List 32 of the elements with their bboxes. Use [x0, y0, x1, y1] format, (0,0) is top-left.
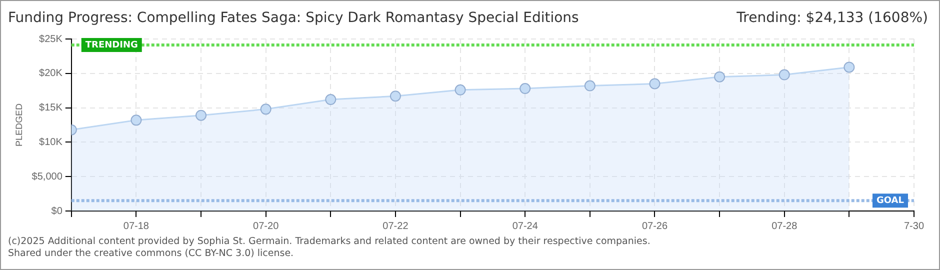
x-tick-label: 07-22	[382, 220, 409, 232]
x-tick-label: 07-18	[123, 220, 150, 232]
ref-line-label: TRENDING	[85, 40, 138, 50]
y-tick-label: $5,000	[32, 171, 63, 182]
y-tick-label: $15K	[39, 102, 63, 114]
point	[130, 114, 142, 126]
point	[584, 80, 596, 92]
x-tick-label: 07-20	[253, 220, 280, 232]
x-tick-label: 07-24	[512, 220, 538, 232]
y-tick-label: $10K	[39, 136, 63, 148]
chart-subtitle: Trending: $24,133 (1608%)	[736, 10, 928, 26]
point	[390, 90, 401, 102]
text: (c)2025 Additional content provided by Sophia St. Germain. Trademarks and related content are owned by their respective companies.	[8, 236, 650, 248]
point	[778, 69, 790, 80]
y-tick-label: $0	[51, 206, 63, 217]
x-tick-label: 7-30	[904, 220, 924, 232]
point	[260, 104, 272, 115]
point	[520, 83, 531, 94]
point	[454, 84, 466, 96]
point	[844, 62, 855, 73]
y-axis-title: PLEDGED	[14, 102, 24, 147]
chart-title: Funding Progress: Compelling Fates Saga: Spicy Dark Romantasy Special Editions	[8, 10, 579, 26]
y-tick-label: $20K	[39, 68, 63, 80]
point	[714, 71, 726, 82]
point	[196, 110, 207, 121]
point	[649, 78, 660, 90]
x-tick-label: 07-26	[642, 220, 668, 232]
point	[325, 94, 336, 106]
ref-line-label: GOAL	[876, 196, 904, 206]
x-tick-label: 07-28	[772, 220, 798, 232]
text: Shared under the creative commons (CC BY-NC 3.0) license.	[8, 248, 295, 260]
y-tick-label: $25K	[39, 34, 63, 45]
